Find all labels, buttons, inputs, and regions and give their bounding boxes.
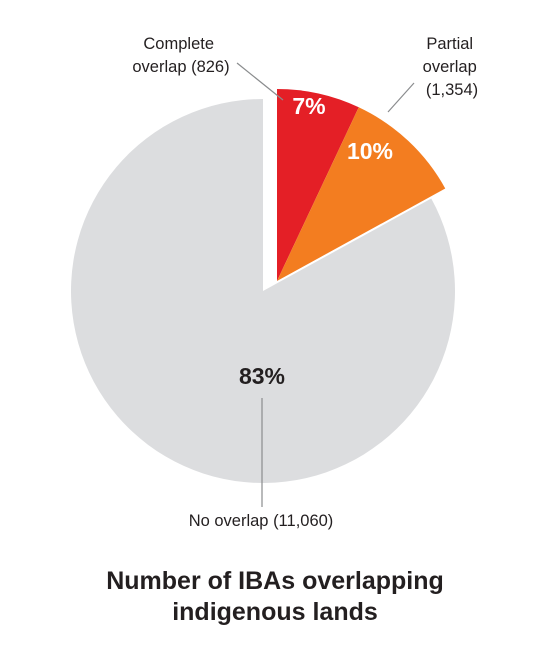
pie-chart: Complete overlap (826) Partial overlap (… bbox=[71, 35, 482, 530]
leader-lines bbox=[236, 62, 415, 507]
pie-slices bbox=[71, 89, 456, 483]
chart-title: Number of IBAs overlapping indigenous la… bbox=[0, 566, 550, 628]
chart-title-line-2: indigenous lands bbox=[172, 598, 378, 626]
chart-title-line-1: Number of IBAs overlapping bbox=[106, 567, 444, 595]
slice-percent-partial: 10% bbox=[347, 138, 393, 164]
leader-line-partial bbox=[387, 82, 415, 113]
pie-slice-none bbox=[71, 99, 456, 483]
slice-label-partial: Partial overlap (1,354) bbox=[423, 35, 482, 99]
pie-slice-complete bbox=[277, 89, 359, 281]
leader-line-complete bbox=[236, 62, 284, 101]
pie-slice-partial bbox=[277, 107, 446, 281]
slice-percent-none: 83% bbox=[239, 363, 285, 389]
slice-label-none: No overlap (11,060) bbox=[189, 512, 334, 530]
slice-percent-complete: 7% bbox=[292, 93, 325, 119]
slice-label-complete: Complete overlap (826) bbox=[132, 35, 229, 76]
